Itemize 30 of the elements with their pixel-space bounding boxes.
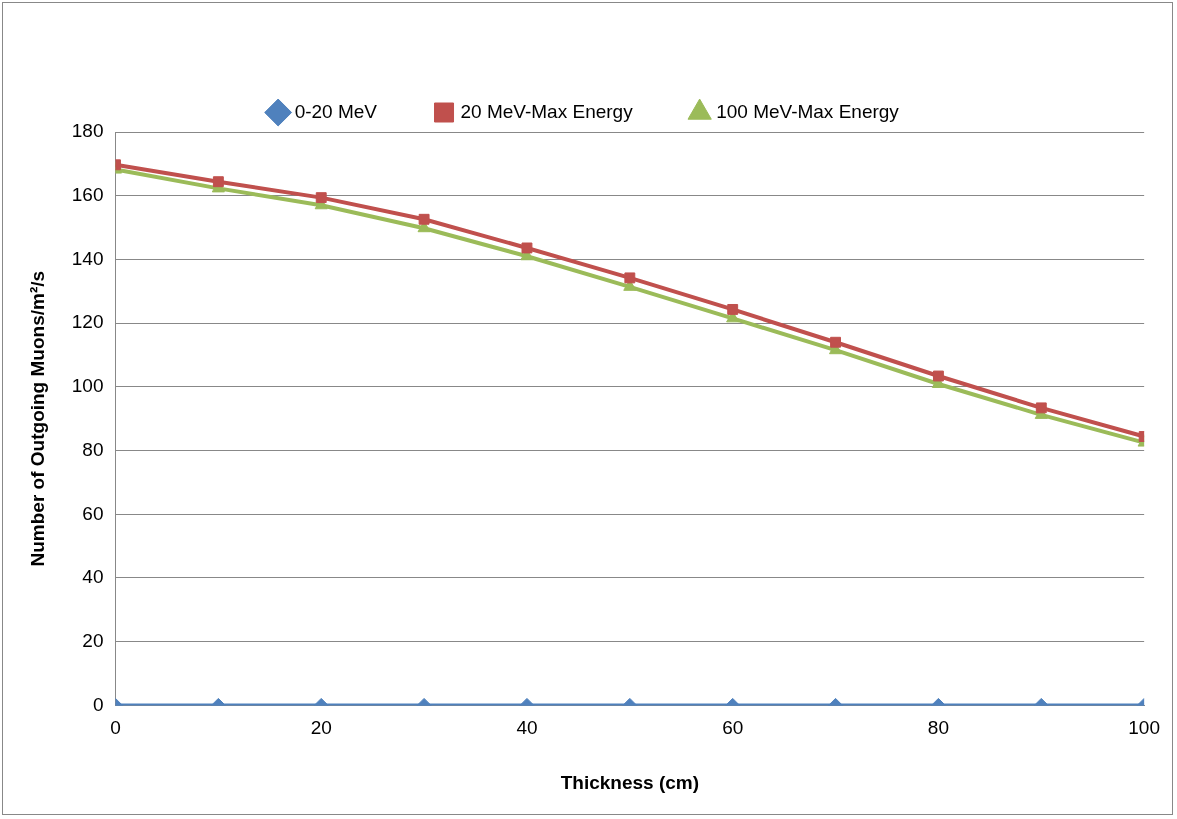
y-tick-label: 40 xyxy=(82,566,104,588)
legend-label: 100 MeV-Max Energy xyxy=(716,100,900,122)
legend-label: 0-20 MeV xyxy=(294,100,378,122)
legend-label: 20 MeV-Max Energy xyxy=(460,100,634,122)
point xyxy=(521,242,533,254)
y-tick-label: 80 xyxy=(82,438,104,460)
x-tick-label: 20 xyxy=(310,717,332,739)
y-tick-label: 180 xyxy=(71,120,104,142)
y-tick-label: 0 xyxy=(92,693,104,715)
y-tick-label: 160 xyxy=(71,183,104,205)
x-tick-label: 80 xyxy=(927,717,949,739)
x-axis-title: Thickness (cm) xyxy=(560,771,699,793)
y-tick-label: 120 xyxy=(71,311,104,333)
point xyxy=(315,192,327,204)
x-tick-label: 60 xyxy=(722,717,744,739)
point xyxy=(727,303,739,315)
point xyxy=(418,213,430,225)
point xyxy=(1035,402,1047,414)
y-axis-title: Number of Outgoing Muons/m²/s xyxy=(26,270,48,567)
point xyxy=(932,370,944,382)
x-tick-label: 0 xyxy=(110,717,121,739)
x-tick-label: 40 xyxy=(516,717,538,739)
y-tick-label: 100 xyxy=(71,375,104,397)
point xyxy=(830,336,842,348)
y-tick-label: 60 xyxy=(82,502,104,524)
x-tick-label: 100 xyxy=(1128,717,1160,739)
point xyxy=(624,272,636,284)
y-tick-label: 20 xyxy=(82,629,104,651)
y-tick-label: 140 xyxy=(71,247,104,269)
point xyxy=(212,176,224,188)
